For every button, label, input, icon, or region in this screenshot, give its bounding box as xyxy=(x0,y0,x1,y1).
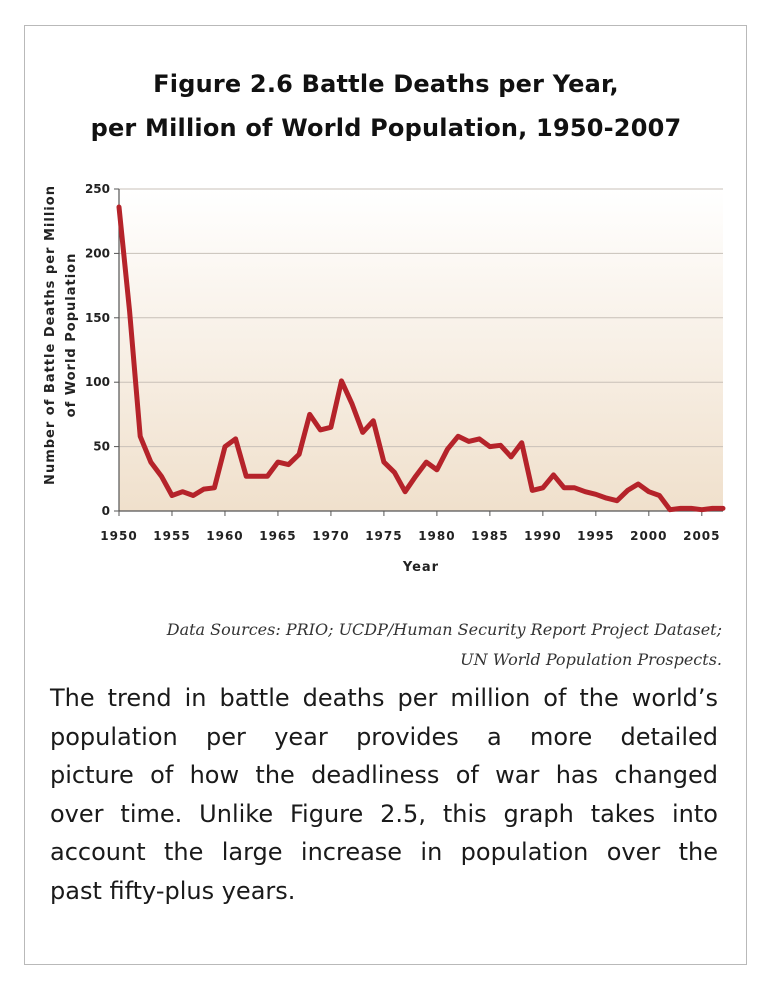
data-sources-line: Data Sources: PRIO; UCDP/Human Security … xyxy=(166,620,722,639)
caption-line: The trend in battle deaths per million o… xyxy=(50,684,718,712)
x-tick-label: 1950 xyxy=(100,529,137,543)
y-tick-label: 100 xyxy=(85,375,110,389)
x-tick-label: 1980 xyxy=(418,529,455,543)
chart-title: Figure 2.6 Battle Deaths per Year, xyxy=(153,70,619,98)
x-tick-label: 1990 xyxy=(524,529,561,543)
y-axis-label: Number of Battle Deaths per Million xyxy=(43,185,58,485)
caption-line: population per year provides a more deta… xyxy=(50,722,718,751)
x-tick-label: 1975 xyxy=(365,529,402,543)
x-tick-label: 1995 xyxy=(577,529,614,543)
caption-line: picture of how the deadliness of war has… xyxy=(50,761,718,789)
x-tick-label: 1960 xyxy=(206,529,243,543)
series-line xyxy=(116,204,726,513)
x-tick-label: 2000 xyxy=(630,529,667,543)
caption-line: account the large increase in population… xyxy=(50,838,718,866)
x-axis-label: Year xyxy=(402,560,439,575)
y-tick-label: 50 xyxy=(93,440,110,454)
y-tick-label: 200 xyxy=(85,246,110,260)
data-sources-line-2: UN World Population Prospects. xyxy=(460,650,722,669)
battle-deaths-chart: 0 50 100 150 200 250 1950 1955 1960 1965 1970 1975 1… xyxy=(43,182,726,575)
plot-area xyxy=(119,189,723,511)
caption-line: past fifty-plus years. xyxy=(50,876,296,905)
x-tick-label: 1970 xyxy=(312,529,349,543)
x-tick-label: 1965 xyxy=(259,529,296,543)
chart-title-line-2: per Million of World Population, 1950-20… xyxy=(90,114,682,142)
caption-paragraph: The trend in battle deaths per million o… xyxy=(50,679,718,910)
x-tick-label: 1985 xyxy=(471,529,508,543)
y-tick-label: 0 xyxy=(102,504,110,518)
y-tick-label: 250 xyxy=(85,182,110,196)
x-tick-label: 2005 xyxy=(683,529,720,543)
caption-line: over time. Unlike Figure 2.5, this graph… xyxy=(50,799,718,828)
x-tick-label: 1955 xyxy=(153,529,190,543)
y-axis-label-line-2: of World Population xyxy=(64,253,79,418)
y-tick-label: 150 xyxy=(85,311,110,325)
